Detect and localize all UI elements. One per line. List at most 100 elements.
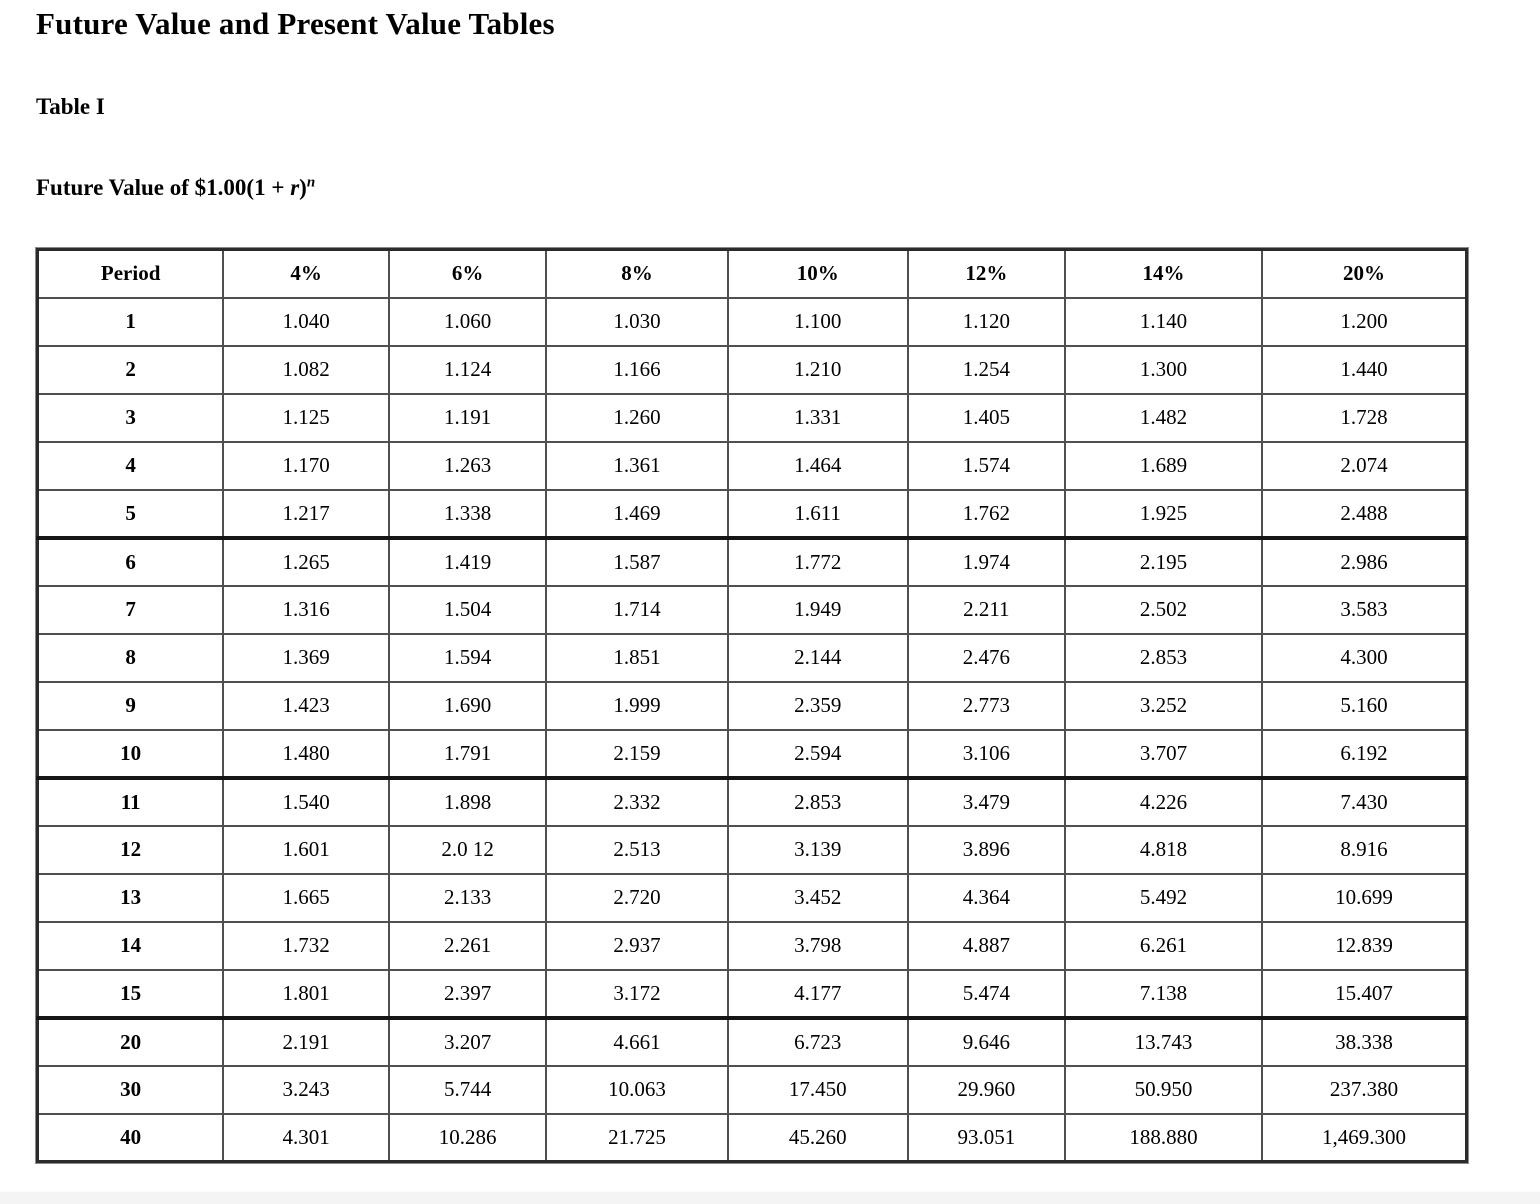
column-header-12pct: 12% [906, 248, 1066, 299]
value-cell: 2.937 [545, 920, 729, 971]
value-cell: 1.464 [726, 440, 909, 491]
table-row-period-8: 8 1.369 1.594 1.851 2.144 2.476 2.853 4.300 [36, 632, 1468, 683]
table-row-period-30: 30 3.243 5.744 10.063 17.450 29.960 50.950 237.… [36, 1064, 1468, 1115]
value-cell: 3.252 [1063, 680, 1264, 731]
table-row-period-1: 1 1.040 1.060 1.030 1.100 1.120 1.140 1.200 [36, 296, 1468, 347]
value-cell: 1.480 [222, 728, 391, 779]
value-cell: 1.200 [1261, 296, 1468, 347]
value-cell: 21.725 [545, 1112, 729, 1163]
value-cell: 1.254 [906, 344, 1066, 395]
value-cell: 2.853 [726, 775, 909, 827]
table-row-period-12: 12 1.601 2.0 12 2.513 3.139 3.896 4.818 8.916 [36, 824, 1468, 875]
value-cell: 3.798 [726, 920, 909, 971]
value-cell: 2.488 [1261, 488, 1468, 539]
table-row-period-5: 5 1.217 1.338 1.469 1.611 1.762 1.925 2.488 [36, 488, 1468, 539]
value-cell: 2.502 [1063, 584, 1264, 635]
formula-prefix: Future Value of $1.00(1 + [36, 175, 291, 200]
value-cell: 3.139 [726, 824, 909, 875]
value-cell: 2.332 [545, 775, 729, 827]
table-row-period-40: 40 4.301 10.286 21.725 45.260 93.051 188.880 1,… [36, 1112, 1468, 1163]
value-cell: 6.723 [726, 1015, 909, 1067]
value-cell: 1.217 [222, 488, 391, 539]
value-cell: 1.124 [388, 344, 548, 395]
value-cell: 93.051 [906, 1112, 1066, 1163]
value-cell: 1.469 [545, 488, 729, 539]
value-cell: 3.707 [1063, 728, 1264, 779]
value-cell: 1.851 [545, 632, 729, 683]
table-row-period-15: 15 1.801 2.397 3.172 4.177 5.474 7.138 15.407 [36, 968, 1468, 1019]
value-cell: 1.801 [222, 968, 391, 1019]
value-cell: 10.063 [545, 1064, 729, 1115]
value-cell: 3.896 [906, 824, 1066, 875]
value-cell: 1.423 [222, 680, 391, 731]
value-cell: 1.587 [545, 535, 729, 587]
value-cell: 1.728 [1261, 392, 1468, 443]
value-cell: 1.714 [545, 584, 729, 635]
value-cell: 5.160 [1261, 680, 1468, 731]
period-cell: 40 [36, 1112, 225, 1163]
value-cell: 2.159 [545, 728, 729, 779]
value-cell: 9.646 [906, 1015, 1066, 1067]
table-row-period-11: 11 1.540 1.898 2.332 2.853 3.479 4.226 7.430 [36, 775, 1468, 827]
value-cell: 3.452 [726, 872, 909, 923]
value-cell: 3.106 [906, 728, 1066, 779]
value-cell: 1.369 [222, 632, 391, 683]
formula-suffix: ) [299, 175, 307, 200]
value-cell: 10.286 [388, 1112, 548, 1163]
value-cell: 3.207 [388, 1015, 548, 1067]
value-cell: 17.450 [726, 1064, 909, 1115]
value-cell: 3.583 [1261, 584, 1468, 635]
value-cell: 3.243 [222, 1064, 391, 1115]
table-row-period-10: 10 1.480 1.791 2.159 2.594 3.106 3.707 6.192 [36, 728, 1468, 779]
value-cell: 1.331 [726, 392, 909, 443]
period-cell: 12 [36, 824, 225, 875]
value-cell: 1.125 [222, 392, 391, 443]
value-cell: 2.476 [906, 632, 1066, 683]
formula-variable-r: r [290, 175, 300, 200]
value-cell: 2.0 12 [388, 824, 548, 875]
value-cell: 1,469.300 [1261, 1112, 1468, 1163]
value-cell: 4.226 [1063, 775, 1264, 827]
period-cell: 4 [36, 440, 225, 491]
column-header-10pct: 10% [726, 248, 909, 299]
value-cell: 1.440 [1261, 344, 1468, 395]
value-cell: 3.479 [906, 775, 1066, 827]
value-cell: 1.482 [1063, 392, 1264, 443]
value-cell: 1.265 [222, 535, 391, 587]
value-cell: 237.380 [1261, 1064, 1468, 1115]
value-cell: 1.166 [545, 344, 729, 395]
value-cell: 45.260 [726, 1112, 909, 1163]
value-cell: 1.689 [1063, 440, 1264, 491]
period-cell: 7 [36, 584, 225, 635]
period-cell: 20 [36, 1015, 225, 1067]
value-cell: 4.301 [222, 1112, 391, 1163]
value-cell: 6.261 [1063, 920, 1264, 971]
value-cell: 4.818 [1063, 824, 1264, 875]
value-cell: 1.191 [388, 392, 548, 443]
column-header-20pct: 20% [1261, 248, 1468, 299]
period-cell: 5 [36, 488, 225, 539]
value-cell: 4.364 [906, 872, 1066, 923]
table-row-period-13: 13 1.665 2.133 2.720 3.452 4.364 5.492 10.699 [36, 872, 1468, 923]
value-cell: 2.594 [726, 728, 909, 779]
value-cell: 1.772 [726, 535, 909, 587]
period-cell: 14 [36, 920, 225, 971]
table-body: 1 1.040 1.060 1.030 1.100 1.120 1.140 1.200 2 1.0… [36, 296, 1468, 1163]
value-cell: 1.762 [906, 488, 1066, 539]
value-cell: 10.699 [1261, 872, 1468, 923]
future-value-table: Period 4% 6% 8% 10% 12% 14% 20% 1 1.040 1.060 1.03… [35, 247, 1469, 1164]
value-cell: 1.260 [545, 392, 729, 443]
value-cell: 1.574 [906, 440, 1066, 491]
value-cell: 1.601 [222, 824, 391, 875]
value-cell: 1.999 [545, 680, 729, 731]
column-header-14pct: 14% [1063, 248, 1264, 299]
value-cell: 1.925 [1063, 488, 1264, 539]
value-cell: 2.359 [726, 680, 909, 731]
value-cell: 1.316 [222, 584, 391, 635]
value-cell: 13.743 [1063, 1015, 1264, 1067]
period-cell: 2 [36, 344, 225, 395]
value-cell: 1.082 [222, 344, 391, 395]
value-cell: 2.986 [1261, 535, 1468, 587]
value-cell: 6.192 [1261, 728, 1468, 779]
value-cell: 1.338 [388, 488, 548, 539]
